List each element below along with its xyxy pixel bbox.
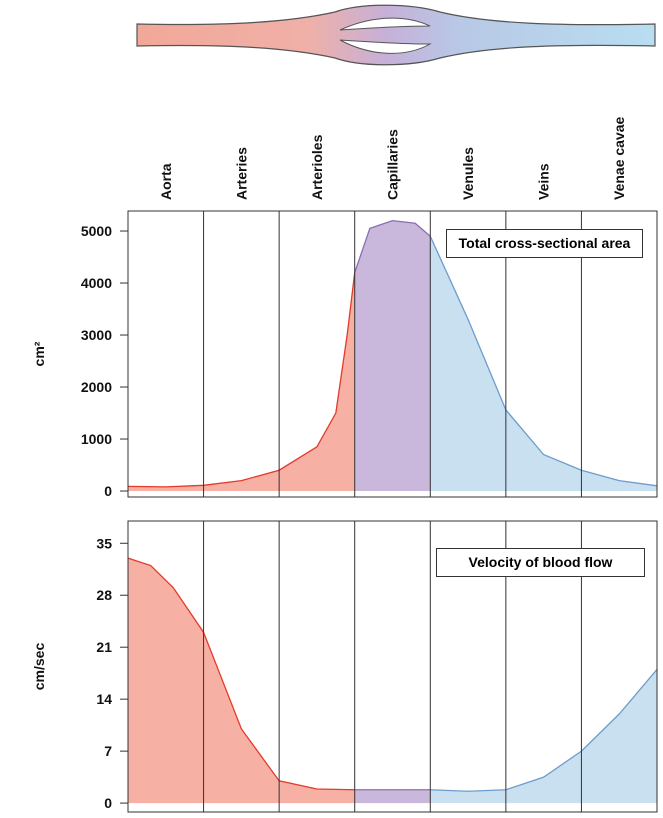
y-tick-label: 1000	[81, 431, 112, 447]
curve	[429, 235, 658, 487]
category-label: Venae cavae	[611, 116, 627, 200]
y-axis-label: cm/sec	[31, 643, 47, 691]
area	[354, 789, 431, 804]
y-tick-label: 14	[96, 691, 112, 707]
vessel-illustration	[136, 4, 656, 66]
y-tick-label: 4000	[81, 275, 112, 291]
curve	[127, 557, 355, 791]
y-axis-label: cm²	[31, 341, 47, 366]
y-tick-label: 7	[104, 743, 112, 759]
category-label: Venules	[460, 147, 476, 200]
area	[354, 220, 431, 492]
y-tick-label: 0	[104, 483, 112, 499]
area	[128, 558, 355, 804]
y-tick-label: 21	[96, 639, 112, 655]
y-tick-label: 3000	[81, 327, 112, 343]
area	[128, 272, 355, 492]
curve	[354, 219, 431, 273]
annotation: Velocity of blood flow	[436, 548, 645, 577]
category-label: Arterioles	[309, 134, 325, 200]
plot-frame	[127, 210, 658, 498]
y-tick-label: 0	[104, 795, 112, 811]
y-tick-label: 5000	[81, 223, 112, 239]
y-tick-label: 2000	[81, 379, 112, 395]
curve	[430, 669, 658, 792]
y-tick-label: 28	[96, 587, 112, 603]
category-label: Veins	[536, 163, 552, 200]
area	[430, 669, 657, 804]
category-label: Capillaries	[385, 129, 401, 200]
annotation: Total cross-sectional area	[446, 229, 643, 258]
y-tick-label: 35	[96, 535, 112, 551]
plot-frame	[127, 520, 658, 813]
category-label: Arteries	[233, 147, 249, 200]
area	[430, 236, 657, 492]
category-label: Aorta	[158, 163, 174, 200]
